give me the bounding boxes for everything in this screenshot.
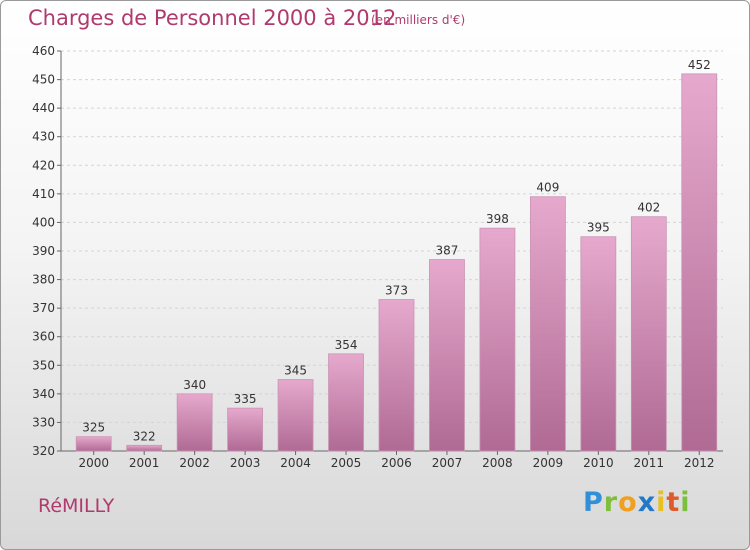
- x-tick-label: 2012: [684, 456, 715, 470]
- x-tick-label: 2003: [230, 456, 261, 470]
- data-label: 373: [385, 284, 408, 298]
- bar: [681, 73, 718, 452]
- bar: [378, 299, 415, 452]
- y-tick-label: 410: [32, 187, 55, 201]
- data-label: 335: [234, 392, 257, 406]
- x-tick-label: 2005: [331, 456, 362, 470]
- x-tick-label: 2000: [78, 456, 109, 470]
- y-tick-label: 350: [32, 358, 55, 372]
- y-tick-label: 420: [32, 158, 55, 172]
- x-tick-label: 2011: [634, 456, 665, 470]
- y-tick-label: 390: [32, 244, 55, 258]
- data-label: 354: [335, 338, 358, 352]
- data-label: 402: [637, 201, 660, 215]
- data-label: 395: [587, 221, 610, 235]
- bar: [429, 259, 465, 452]
- data-label: 387: [436, 244, 459, 258]
- y-tick-label: 360: [32, 330, 55, 344]
- logo-letter: i: [680, 487, 691, 518]
- x-tick-label: 2004: [280, 456, 311, 470]
- bar: [277, 379, 314, 452]
- logo-letter: r: [603, 487, 619, 518]
- x-tick-label: 2001: [129, 456, 160, 470]
- x-tick-label: 2008: [482, 456, 513, 470]
- bar: [328, 353, 364, 452]
- x-tick-label: 2007: [432, 456, 463, 470]
- logo-letter: x: [637, 487, 657, 518]
- bar: [126, 444, 163, 452]
- y-tick-label: 320: [32, 444, 55, 458]
- bar: [580, 236, 617, 452]
- x-axis-ticks: 2000 2001 2002 2003 2004 2005 2006 2007 2008 2009…: [78, 451, 715, 470]
- bar: [479, 227, 516, 452]
- logo-letter: P: [583, 487, 604, 518]
- y-axis-ticks: 320 330 340 350 360 370 380 390 400 410 420 430 440 4…: [32, 44, 61, 458]
- x-tick-label: 2002: [179, 456, 210, 470]
- bar: [176, 393, 213, 452]
- y-tick-label: 380: [32, 273, 55, 287]
- y-tick-label: 450: [32, 73, 55, 87]
- bars: 325 322 340 335 345 354 373 387 398 409 395 402 452: [75, 58, 718, 452]
- data-label: 398: [486, 212, 509, 226]
- x-tick-label: 2006: [381, 456, 412, 470]
- y-tick-label: 400: [32, 215, 55, 229]
- data-label: 409: [536, 181, 559, 195]
- x-tick-label: 2010: [583, 456, 614, 470]
- proxiti-logo: Proxiti: [583, 487, 691, 518]
- y-tick-label: 330: [32, 415, 55, 429]
- data-label: 325: [82, 421, 105, 435]
- data-label: 340: [183, 378, 206, 392]
- logo-letter: i: [656, 487, 667, 518]
- chart-title: Charges de Personnel 2000 à 2012: [28, 6, 397, 30]
- place-name: RéMILLY: [38, 495, 115, 517]
- bar: [529, 196, 566, 452]
- data-label: 322: [133, 429, 156, 443]
- x-tick-label: 2009: [533, 456, 564, 470]
- y-tick-label: 370: [32, 301, 55, 315]
- logo-letter: t: [666, 487, 681, 518]
- bar: [227, 407, 264, 452]
- logo-letter: o: [618, 487, 638, 518]
- y-tick-label: 440: [32, 101, 55, 115]
- chart-subtitle: (en milliers d'€): [371, 13, 466, 27]
- y-tick-label: 340: [32, 387, 55, 401]
- y-tick-label: 430: [32, 130, 55, 144]
- bar: [630, 216, 667, 452]
- y-tick-label: 460: [32, 44, 55, 58]
- bar: [75, 436, 112, 452]
- data-label: 452: [688, 58, 711, 72]
- data-label: 345: [284, 364, 307, 378]
